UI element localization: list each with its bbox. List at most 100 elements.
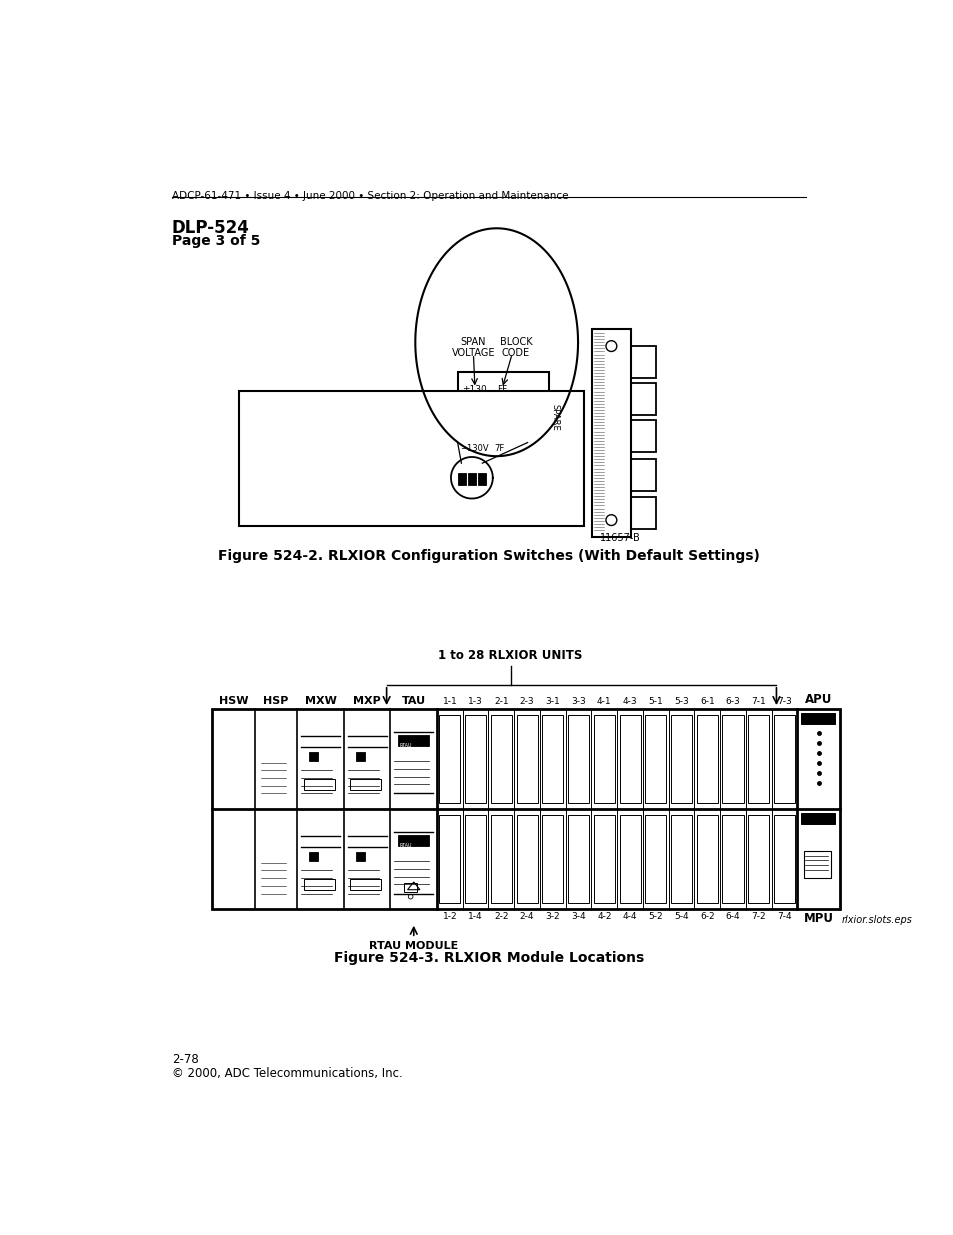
Text: 2-3: 2-3 <box>519 697 534 705</box>
Bar <box>670 715 691 803</box>
Text: Figure 524-2. RLXIOR Configuration Switches (With Default Settings): Figure 524-2. RLXIOR Configuration Switc… <box>217 548 760 563</box>
Bar <box>350 779 381 789</box>
Text: 7-4: 7-4 <box>777 911 791 921</box>
Text: SPAN
VOLTAGE: SPAN VOLTAGE <box>451 337 495 358</box>
Bar <box>465 412 484 433</box>
Bar <box>630 383 655 415</box>
Text: 3-3: 3-3 <box>571 697 585 705</box>
Bar <box>457 372 549 456</box>
Text: −130V: −130V <box>459 445 488 453</box>
Text: 5-3: 5-3 <box>674 697 688 705</box>
Bar <box>567 715 589 803</box>
Text: 1-3: 1-3 <box>468 697 482 705</box>
Bar <box>721 815 742 903</box>
Bar <box>630 496 655 530</box>
Text: 6-2: 6-2 <box>700 911 714 921</box>
Text: 3-4: 3-4 <box>571 911 585 921</box>
Text: RTAU: RTAU <box>399 842 412 847</box>
Bar <box>464 815 486 903</box>
Text: 4-3: 4-3 <box>622 697 637 705</box>
Bar <box>696 715 717 803</box>
Text: RTAU MODULE: RTAU MODULE <box>369 941 457 951</box>
Text: 4-1: 4-1 <box>597 697 611 705</box>
Bar <box>397 835 429 846</box>
Bar <box>212 709 840 909</box>
Text: 7F: 7F <box>494 445 504 453</box>
Text: FF: FF <box>497 385 506 394</box>
Text: 1-4: 1-4 <box>468 911 482 921</box>
Text: TAU: TAU <box>401 695 425 705</box>
Text: 4-4: 4-4 <box>622 911 637 921</box>
Bar <box>355 852 365 861</box>
Text: 7-1: 7-1 <box>751 697 765 705</box>
Text: 1 to 28 RLXIOR UNITS: 1 to 28 RLXIOR UNITS <box>438 648 582 662</box>
Bar <box>309 852 318 861</box>
Bar <box>802 851 830 878</box>
Bar <box>309 752 318 761</box>
Bar <box>541 815 563 903</box>
Bar <box>355 752 365 761</box>
Bar <box>303 779 335 789</box>
Text: Figure 524-3. RLXIOR Module Locations: Figure 524-3. RLXIOR Module Locations <box>334 951 643 966</box>
Bar <box>490 715 512 803</box>
Bar <box>592 330 630 537</box>
Text: 11657-B: 11657-B <box>599 534 639 543</box>
Bar <box>477 473 485 485</box>
Bar <box>630 420 655 452</box>
Bar <box>618 715 639 803</box>
Bar <box>747 815 768 903</box>
Text: 6-1: 6-1 <box>700 697 714 705</box>
Bar <box>493 412 511 433</box>
Bar <box>239 390 583 526</box>
Bar <box>404 883 416 892</box>
Bar <box>464 715 486 803</box>
Bar <box>773 715 794 803</box>
Bar <box>696 815 717 903</box>
Bar <box>465 393 484 412</box>
Bar <box>516 815 537 903</box>
Bar <box>521 412 539 433</box>
Bar <box>593 815 615 903</box>
Text: 4-2: 4-2 <box>597 911 611 921</box>
Text: SPARE: SPARE <box>550 404 558 431</box>
Bar <box>439 815 460 903</box>
Bar <box>618 815 639 903</box>
Bar <box>516 715 537 803</box>
Bar <box>493 393 511 412</box>
Text: MXW: MXW <box>305 695 336 705</box>
Text: 7-2: 7-2 <box>751 911 765 921</box>
Bar <box>350 879 381 889</box>
Bar <box>567 815 589 903</box>
Bar <box>773 815 794 903</box>
Bar <box>490 815 512 903</box>
Bar <box>397 735 429 746</box>
Bar <box>644 815 665 903</box>
Bar <box>644 715 665 803</box>
Text: DLP-524: DLP-524 <box>172 219 250 237</box>
Text: HSW: HSW <box>218 695 248 705</box>
Bar <box>468 473 476 485</box>
Text: 2-2: 2-2 <box>494 911 508 921</box>
Text: 2-4: 2-4 <box>519 911 534 921</box>
Text: Page 3 of 5: Page 3 of 5 <box>172 235 260 248</box>
Bar <box>801 814 834 824</box>
Text: 1-1: 1-1 <box>442 697 456 705</box>
Text: 7-3: 7-3 <box>777 697 791 705</box>
Text: APU: APU <box>804 693 832 705</box>
Text: 2-78: 2-78 <box>172 1053 198 1066</box>
Bar <box>303 879 335 889</box>
Text: RTAU: RTAU <box>399 742 412 747</box>
Text: 5-1: 5-1 <box>648 697 662 705</box>
Text: 3-2: 3-2 <box>545 911 559 921</box>
Bar <box>541 715 563 803</box>
Bar <box>521 393 539 412</box>
Text: ±130: ±130 <box>461 385 486 394</box>
Bar <box>439 715 460 803</box>
Text: 5-4: 5-4 <box>674 911 688 921</box>
Bar <box>670 815 691 903</box>
Text: 1-2: 1-2 <box>442 911 456 921</box>
Bar <box>801 714 834 724</box>
Text: 6-3: 6-3 <box>725 697 740 705</box>
Text: MXP: MXP <box>353 695 381 705</box>
Text: 3-1: 3-1 <box>545 697 559 705</box>
